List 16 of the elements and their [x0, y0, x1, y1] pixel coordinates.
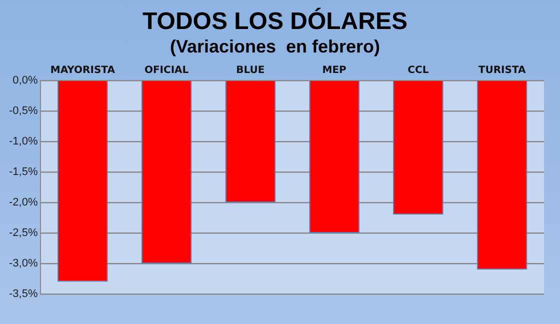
x-tick-label: MAYORISTA — [50, 64, 116, 76]
y-tick-label: -1,0% — [8, 135, 38, 148]
y-tick-label: -3,0% — [8, 258, 38, 270]
y-tick-label: -3,5% — [8, 288, 38, 300]
y-tick-label: -1,5% — [8, 166, 38, 178]
y-tick-label: -2,5% — [8, 227, 38, 240]
chart-title: TODOS LOS DÓLARES — [142, 7, 408, 36]
chart-subtitle: (Variaciones en febrero) — [170, 36, 380, 57]
x-tick-label: TURISTA — [478, 64, 526, 76]
y-tick-label: 0,0% — [12, 74, 38, 86]
y-tick-label: -2,0% — [8, 196, 38, 208]
x-tick-label: OFICIAL — [144, 64, 190, 76]
y-tick-label: -0,5% — [8, 104, 38, 117]
x-tick-label: BLUE — [236, 64, 265, 76]
x-tick-label: CCL — [408, 64, 430, 76]
x-tick-label: MEP — [322, 64, 346, 76]
